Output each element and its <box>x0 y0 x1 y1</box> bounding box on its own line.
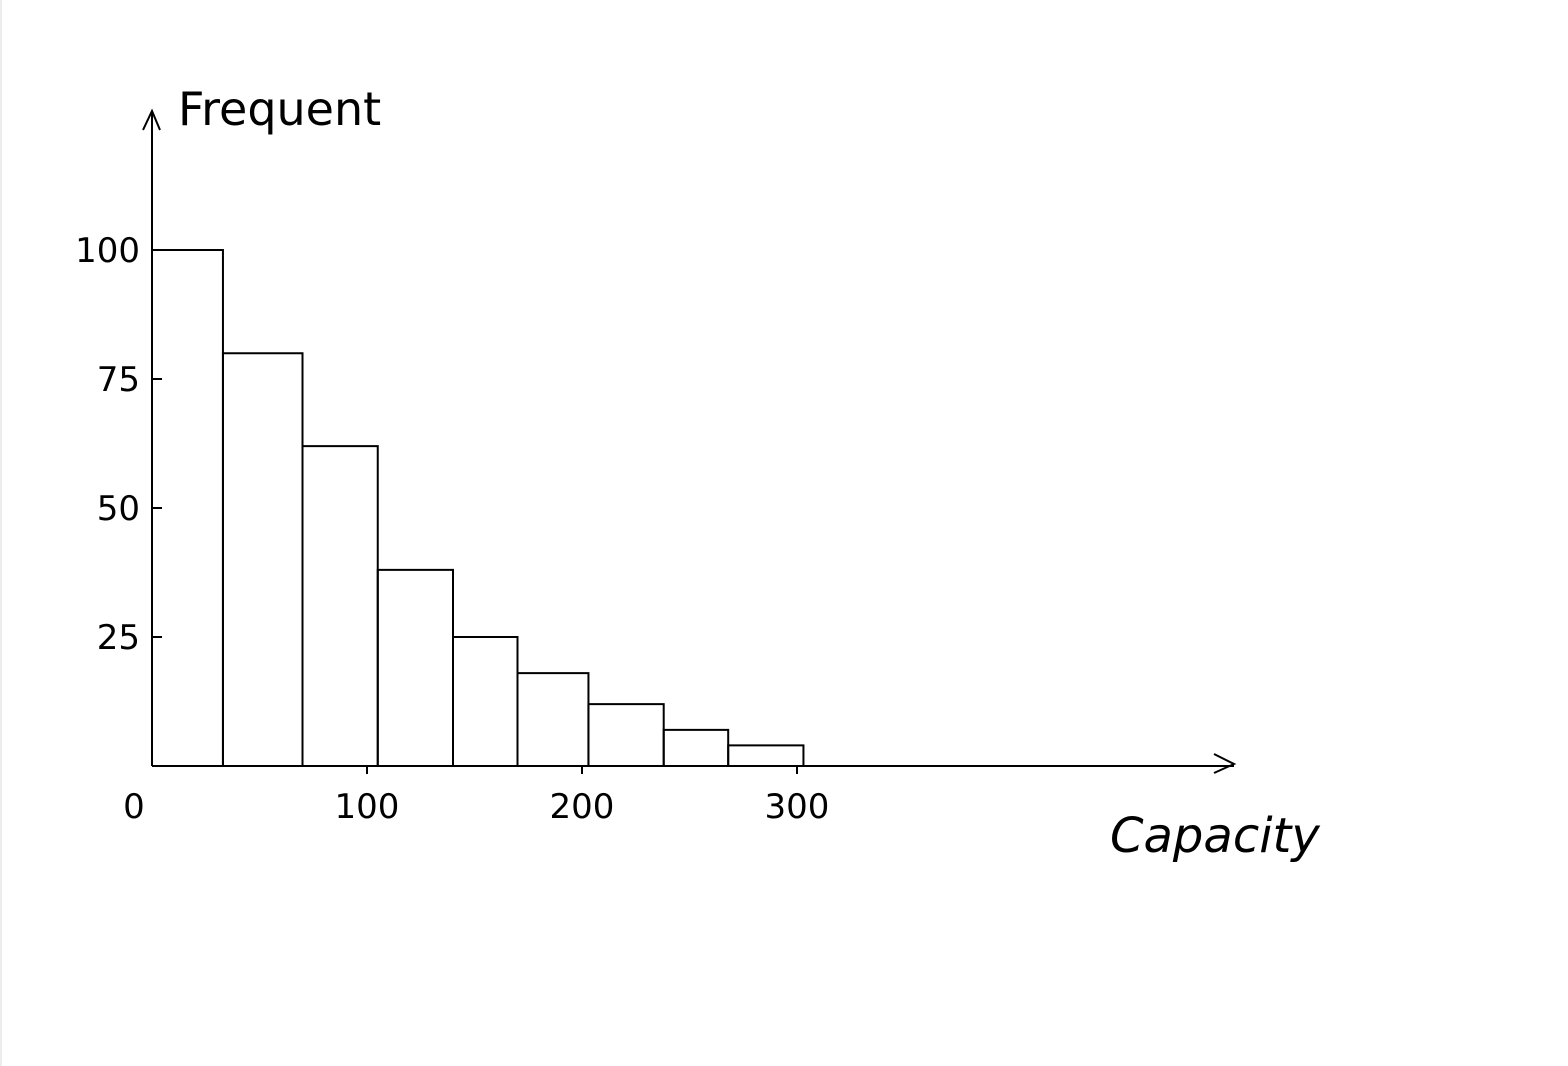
axes-group <box>142 108 1237 774</box>
x-tick-label-2: 100 <box>335 787 400 827</box>
x-tick-label-4: 300 <box>765 787 830 827</box>
y-axis-label: Frequent <box>178 82 381 136</box>
x-tick-label-1: 0 <box>123 787 145 827</box>
y-axis-arrowhead <box>142 108 161 131</box>
x-axis-arrowhead <box>1213 753 1237 774</box>
y-tick-label-2: 50 <box>97 489 140 529</box>
y-tick-label-3: 75 <box>97 360 140 400</box>
x-tick-label-3: 200 <box>550 787 615 827</box>
y-tick-label-4: 100 <box>75 231 140 271</box>
x-axis-label: Capacity <box>1110 808 1320 864</box>
histogram-bar-9 <box>727 744 805 766</box>
ticks-group: 25 50 75 100 0 100 200 300 <box>75 231 829 827</box>
y-tick-label-1: 25 <box>97 618 140 658</box>
